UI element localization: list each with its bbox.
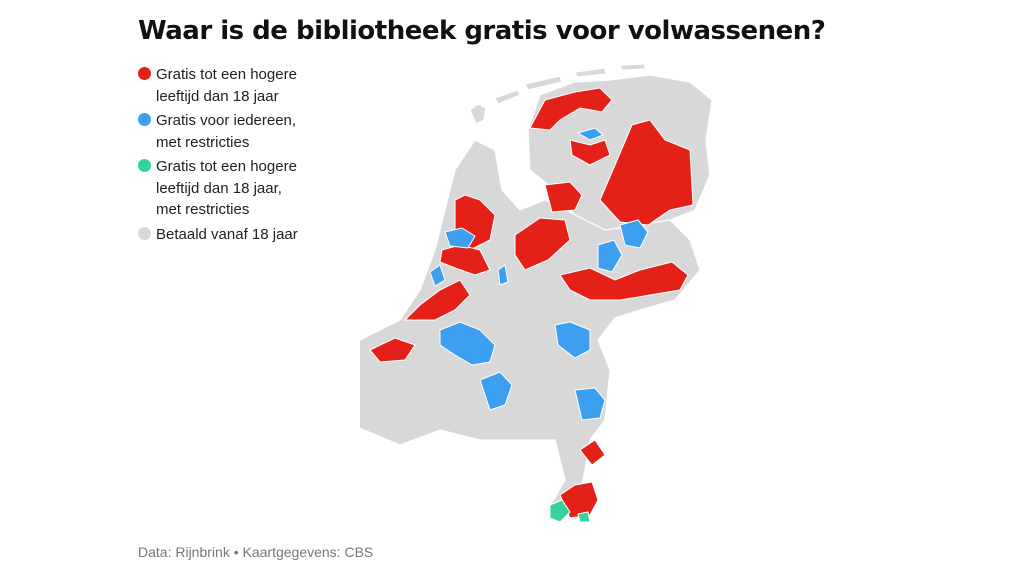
- legend: Gratis tot een hogere leeftijd dan 18 ja…: [138, 64, 298, 248]
- island-schiermonnikoog: [619, 63, 646, 71]
- island-texel: [469, 103, 487, 125]
- chart-title: Waar is de bibliotheek gratis voor volwa…: [138, 16, 826, 46]
- island-ameland: [574, 67, 607, 78]
- legend-swatch-red: [138, 67, 151, 80]
- region-blue-arnhem: [554, 321, 591, 359]
- map-regions-blue: [429, 127, 649, 421]
- map-regions-green: [549, 499, 591, 523]
- region-red-north-limburg: [579, 439, 606, 466]
- region-red-zh-coast: [403, 279, 471, 321]
- region-blue-eindhoven: [574, 387, 606, 421]
- region-red-flevoland: [544, 181, 583, 213]
- region-blue-friesland: [576, 127, 604, 141]
- legend-item-red: Gratis tot een hogere leeftijd dan 18 ja…: [138, 64, 298, 107]
- region-blue-coast: [429, 264, 446, 287]
- legend-label-green: Gratis tot een hogere leeftijd dan 18 ja…: [156, 158, 297, 218]
- legend-item-grey: Betaald vanaf 18 jaar: [138, 224, 298, 246]
- region-red-gelderland-west: [514, 217, 571, 271]
- legend-item-green: Gratis tot een hogere leeftijd dan 18 ja…: [138, 156, 298, 221]
- region-blue-overijssel: [619, 219, 649, 249]
- region-red-friesland-west: [529, 87, 613, 131]
- island-vlieland: [494, 89, 521, 105]
- region-red-friesland-mid: [569, 139, 611, 166]
- region-blue-apeldoorn: [597, 239, 623, 273]
- region-green-maastricht: [549, 499, 571, 523]
- legend-label-grey: Betaald vanaf 18 jaar: [156, 225, 298, 243]
- region-blue-amsterdam: [444, 227, 476, 249]
- legend-label-blue: Gratis voor iedereen, met restricties: [156, 112, 297, 151]
- legend-swatch-grey: [138, 226, 151, 240]
- island-terschelling: [524, 75, 563, 91]
- region-red-rotterdam: [369, 337, 416, 363]
- source-note: Data: Rijnbrink • Kaartgegevens: CBS: [138, 544, 374, 560]
- map-regions-red: [369, 87, 694, 519]
- legend-swatch-green: [138, 159, 151, 172]
- legend-swatch-blue: [138, 113, 151, 126]
- region-red-south-limburg: [559, 481, 599, 519]
- region-blue-brabant: [479, 371, 513, 411]
- region-blue-utrecht: [497, 264, 509, 286]
- region-blue-zuid-holland: [439, 321, 496, 366]
- region-green-south-east: [577, 511, 591, 523]
- legend-item-blue: Gratis voor iedereen, met restricties: [138, 110, 298, 153]
- legend-label-red: Gratis tot een hogere leeftijd dan 18 ja…: [156, 66, 297, 105]
- region-red-gelderland-east: [559, 261, 689, 301]
- region-main: [360, 139, 701, 521]
- netherlands-map: [360, 63, 713, 523]
